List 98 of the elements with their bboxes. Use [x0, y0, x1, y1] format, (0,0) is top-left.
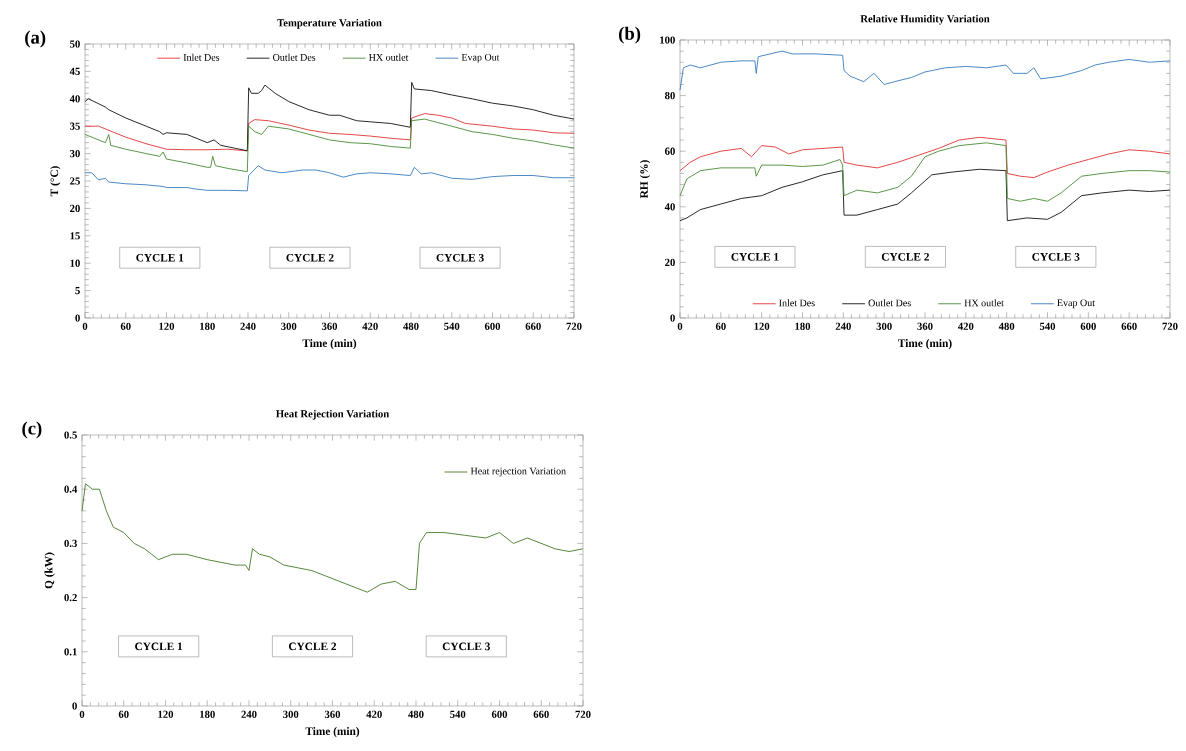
legend-label: Heat rejection Variation: [470, 467, 566, 477]
legend-label: Outlet Des: [273, 53, 316, 61]
legend-label: Inlet Des: [779, 299, 815, 307]
line-series: [679, 50, 1171, 91]
y-tick-label: 40: [69, 95, 80, 103]
legend-label: Evap Out: [1057, 299, 1095, 309]
annotation: CYCLE 1: [731, 253, 779, 261]
x-tick-label: 240: [241, 710, 257, 718]
y-tick-label: 80: [664, 92, 675, 100]
y-tick-label: 0: [670, 314, 675, 322]
y-tick-label: 20: [665, 258, 675, 266]
x-tick-label: 720: [566, 322, 582, 330]
y-tick-label: 45: [69, 67, 80, 75]
x-tick-label: 0: [82, 322, 88, 330]
legend-label: Outlet Des: [868, 299, 911, 307]
y-tick-label: 30: [70, 150, 80, 158]
x-axis-title: Time (min): [302, 339, 357, 350]
annotation: CYCLE 3: [1032, 253, 1080, 261]
annotation: CYCLE 1: [136, 253, 184, 262]
y-axis-title: RH (%): [639, 160, 651, 199]
y-tick-label: 0.5: [64, 431, 77, 439]
x-tick-label: 600: [1080, 322, 1096, 330]
x-tick-label: 180: [200, 322, 215, 330]
x-tick-label: 180: [795, 322, 811, 330]
annotation: CYCLE 2: [288, 642, 337, 651]
x-axis-title: Time (min): [898, 339, 952, 350]
line-series: [679, 168, 1171, 222]
y-tick-label: 50: [70, 40, 80, 48]
x-tick-label: 0: [677, 322, 683, 330]
x-tick-label: 360: [917, 322, 933, 330]
x-tick-label: 240: [240, 322, 256, 330]
x-tick-label: 120: [754, 322, 770, 330]
x-tick-label: 300: [283, 710, 299, 718]
x-tick-label: 420: [362, 322, 378, 330]
legend-label: HX outlet: [368, 53, 409, 61]
y-tick-label: 15: [70, 232, 80, 240]
x-tick-label: 660: [1121, 322, 1137, 330]
x-tick-label: 480: [998, 322, 1015, 330]
y-tick-label: 60: [664, 147, 675, 155]
x-tick-label: 120: [158, 710, 174, 718]
text: (a): [25, 30, 46, 48]
x-tick-label: 480: [403, 322, 419, 330]
x-tick-label: 720: [1162, 322, 1178, 330]
x-tick-label: 540: [450, 710, 466, 718]
y-tick-label: 0.1: [64, 648, 77, 656]
annotation: CYCLE 2: [286, 253, 334, 262]
line-series: [84, 113, 575, 152]
y-tick-label: 0.2: [64, 593, 77, 602]
x-tick-label: 300: [281, 322, 297, 330]
x-tick-label: 180: [200, 710, 215, 718]
y-tick-label: 35: [70, 122, 80, 130]
y-tick-label: 0.4: [64, 485, 78, 493]
y-tick-label: 10: [70, 259, 80, 267]
y-tick-label: 0: [72, 702, 77, 710]
y-tick-label: 40: [664, 203, 675, 211]
x-tick-label: 600: [491, 710, 508, 718]
line-series: [84, 81, 575, 152]
legend-label: Evap Out: [461, 53, 500, 63]
y-tick-label: 100: [660, 36, 675, 44]
chart-title: Temperature Variation: [277, 18, 382, 29]
x-tick-label: 600: [484, 322, 501, 330]
x-tick-label: 60: [715, 322, 726, 330]
x-tick-label: 540: [1039, 322, 1056, 330]
x-tick-label: 660: [525, 322, 541, 330]
x-tick-label: 420: [957, 322, 974, 330]
text: (c): [22, 421, 42, 439]
annotation: CYCLE 2: [881, 253, 929, 261]
annotation: CYCLE 3: [436, 253, 484, 262]
legend-label: Inlet Des: [183, 53, 220, 61]
y-tick-label: 0: [75, 314, 80, 322]
annotation: CYCLE 1: [135, 642, 183, 651]
x-tick-label: 120: [159, 322, 175, 330]
annotation: CYCLE 3: [442, 642, 490, 651]
x-tick-label: 480: [408, 710, 424, 718]
x-tick-label: 60: [120, 322, 131, 330]
x-tick-label: 360: [324, 710, 341, 718]
x-tick-label: 60: [118, 710, 129, 718]
y-axis-title: Q (kW): [44, 552, 55, 589]
x-tick-label: 660: [533, 710, 549, 718]
line-series: [84, 118, 575, 173]
y-tick-label: 20: [70, 204, 80, 212]
x-tick-label: 360: [321, 322, 338, 330]
legend-label: HX outlet: [964, 299, 1004, 307]
chart-title: Heat Rejection Variation: [276, 409, 390, 420]
y-tick-label: 25: [70, 177, 80, 185]
x-axis-title: Time (min): [305, 727, 360, 738]
x-tick-label: 720: [575, 710, 591, 718]
text: (b): [618, 26, 641, 44]
x-tick-label: 240: [835, 322, 851, 330]
y-tick-label: 0.3: [64, 539, 77, 548]
x-tick-label: 300: [876, 322, 892, 330]
line-series: [84, 165, 575, 192]
line-series: [679, 136, 1171, 179]
y-tick-label: 5: [75, 287, 80, 295]
y-axis-title: T (°C): [50, 166, 61, 197]
x-tick-label: 420: [366, 710, 382, 718]
chart-title: Relative Humidity Variation: [860, 14, 990, 25]
x-tick-label: 540: [444, 322, 460, 330]
